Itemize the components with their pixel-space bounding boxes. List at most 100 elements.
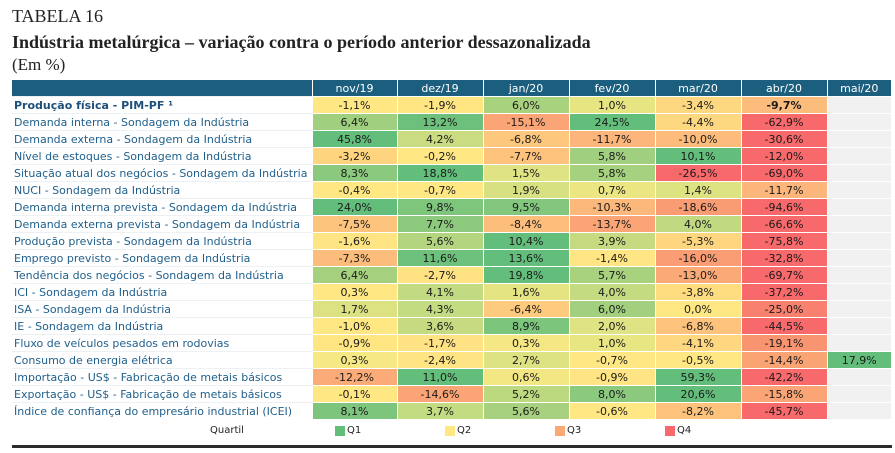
value-cell: 1,0% (568, 334, 655, 352)
value-cell: -12,0% (740, 147, 827, 165)
table-number: TABELA 16 (12, 6, 104, 26)
value-cell: 6,4% (311, 113, 397, 131)
value-cell (826, 198, 891, 216)
value-cell: -13,7% (568, 215, 655, 233)
table-row: Nível de estoques - Sondagem da Indústri… (12, 147, 891, 165)
legend-title: Quartil (210, 425, 244, 436)
value-cell: -75,8% (740, 232, 827, 250)
table-row: ICI - Sondagem da Indústria 0,3% 4,1% 1,6% 4… (12, 283, 891, 301)
value-cell: -15,8% (740, 385, 827, 403)
value-cell: -0,9% (311, 334, 397, 352)
legend-swatch (335, 425, 345, 436)
table-body: Produção física - PIM-PF ¹ -1,1% -1,9% 6,0%… (12, 96, 891, 419)
table-title: Indústria metalúrgica – variação contra … (12, 32, 591, 52)
row-label: IE - Sondagem da Indústria (12, 317, 312, 335)
value-cell (826, 368, 891, 386)
value-cell: 10,1% (654, 147, 741, 165)
value-cell: -32,8% (740, 249, 827, 267)
value-cell: -1,9% (396, 96, 483, 114)
legend-swatch (665, 425, 675, 436)
value-cell (826, 300, 891, 318)
value-cell (826, 215, 891, 233)
value-cell: 8,1% (311, 402, 397, 419)
value-cell: 10,4% (482, 232, 569, 250)
table-row: Produção prevista - Sondagem da Indústri… (12, 232, 891, 250)
row-label: Exportação - US$ - Fabricação de metais … (12, 385, 312, 403)
value-cell: 0,7% (568, 181, 655, 199)
value-cell: -0,2% (396, 147, 483, 165)
column-header: mai/20 (826, 80, 891, 97)
row-label: Demanda externa - Sondagem da Indústria (12, 130, 312, 148)
row-label: Produção física - PIM-PF ¹ (12, 96, 312, 114)
table-row: Consumo de energia elétrica 0,3% -2,4% 2,7%… (12, 351, 891, 369)
row-label: Nível de estoques - Sondagem da Indústri… (12, 147, 312, 165)
value-cell: 3,6% (396, 317, 483, 335)
column-header: mar/20 (654, 80, 741, 97)
column-header: nov/19 (311, 80, 397, 97)
value-cell: -8,4% (482, 215, 569, 233)
row-label: Emprego previsto - Sondagem da Indústria (12, 249, 312, 267)
table-row: Importação - US$ - Fabricação de metais … (12, 368, 891, 386)
value-cell: -1,1% (311, 96, 397, 114)
value-cell: 9,8% (396, 198, 483, 216)
value-cell: -14,6% (396, 385, 483, 403)
value-cell: 1,0% (568, 96, 655, 114)
value-cell: -5,3% (654, 232, 741, 250)
row-label: ICI - Sondagem da Indústria (12, 283, 312, 301)
row-label: Demanda interna - Sondagem da Indústria (12, 113, 312, 131)
value-cell: 19,8% (482, 266, 569, 284)
value-cell: 20,6% (654, 385, 741, 403)
value-cell: 0,6% (482, 368, 569, 386)
value-cell: 0,0% (654, 300, 741, 318)
value-cell: 7,7% (396, 215, 483, 233)
table-row: Demanda externa prevista - Sondagem da I… (12, 215, 891, 233)
value-cell: -0,7% (396, 181, 483, 199)
table-row: IE - Sondagem da Indústria -1,0% 3,6% 8,9% 2… (12, 317, 891, 335)
value-cell: -42,2% (740, 368, 827, 386)
value-cell (826, 266, 891, 284)
value-cell: -13,0% (654, 266, 741, 284)
row-label: Tendência dos negócios - Sondagem da Ind… (12, 266, 312, 284)
value-cell: 5,6% (482, 402, 569, 419)
data-table: nov/19 dez/19 jan/20 fev/20 mar/20 abr/2… (12, 80, 891, 419)
value-cell: 0,3% (311, 351, 397, 369)
value-cell: -30,6% (740, 130, 827, 148)
value-cell: 13,2% (396, 113, 483, 131)
header-label-cell (12, 80, 312, 97)
value-cell: -37,2% (740, 283, 827, 301)
value-cell: -14,4% (740, 351, 827, 369)
value-cell: 4,3% (396, 300, 483, 318)
value-cell (826, 96, 891, 114)
value-cell: -4,1% (654, 334, 741, 352)
row-label: Fluxo de veículos pesados em rodovias (12, 334, 312, 352)
table-row: Demanda interna - Sondagem da Indústria 6… (12, 113, 891, 131)
value-cell: 9,5% (482, 198, 569, 216)
table-row: Índice de confiança do empresário indust… (12, 402, 891, 419)
value-cell: -0,4% (311, 181, 397, 199)
value-cell: -0,6% (568, 402, 655, 419)
table-row: Demanda externa - Sondagem da Indústria 4… (12, 130, 891, 148)
legend-label: Q2 (457, 425, 472, 436)
row-label: NUCI - Sondagem da Indústria (12, 181, 312, 199)
legend-swatch (445, 425, 455, 436)
value-cell: 6,0% (568, 300, 655, 318)
value-cell (826, 113, 891, 131)
value-cell: 11,6% (396, 249, 483, 267)
legend-item-q2: Q2 (445, 425, 471, 436)
value-cell: 3,7% (396, 402, 483, 419)
row-label: Demanda externa prevista - Sondagem da I… (12, 215, 312, 233)
value-cell: -0,7% (568, 351, 655, 369)
row-label: Produção prevista - Sondagem da Indústri… (12, 232, 312, 250)
value-cell: 4,1% (396, 283, 483, 301)
legend-item-q3: Q3 (555, 425, 581, 436)
value-cell: -3,8% (654, 283, 741, 301)
value-cell: -62,9% (740, 113, 827, 131)
value-cell (826, 283, 891, 301)
value-cell: -16,0% (654, 249, 741, 267)
value-cell: -0,9% (568, 368, 655, 386)
value-cell (826, 164, 891, 182)
row-label: Demanda interna prevista - Sondagem da I… (12, 198, 312, 216)
value-cell: -44,5% (740, 317, 827, 335)
value-cell: -10,0% (654, 130, 741, 148)
value-cell: 4,0% (568, 283, 655, 301)
